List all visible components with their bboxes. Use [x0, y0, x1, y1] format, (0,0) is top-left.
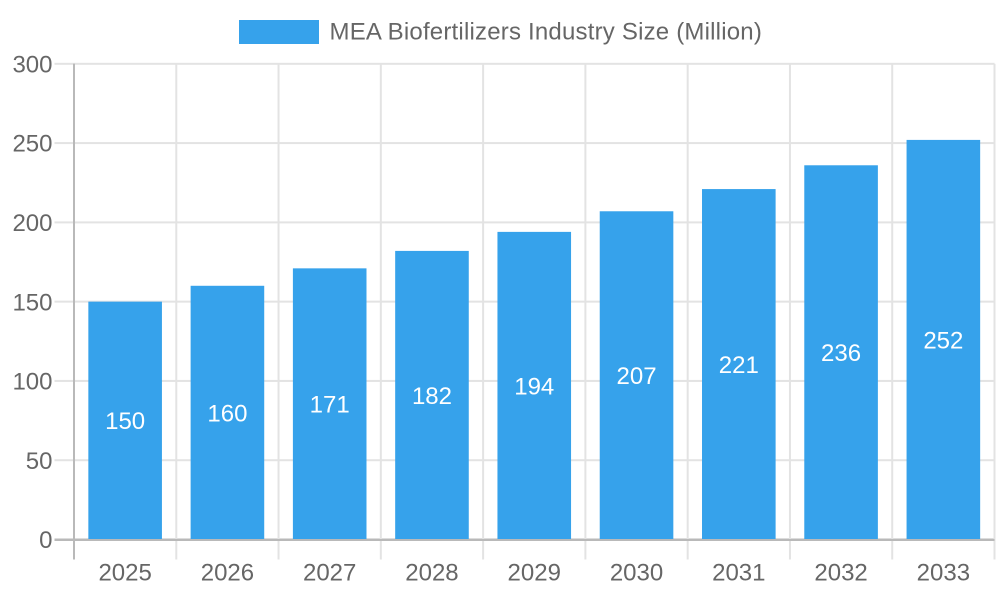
svg-text:100: 100 [12, 369, 52, 396]
svg-text:2031: 2031 [712, 560, 765, 587]
svg-text:2025: 2025 [98, 560, 151, 587]
svg-text:160: 160 [207, 400, 247, 427]
svg-text:MEA Biofertilizers Industry Si: MEA Biofertilizers Industry Size (Millio… [330, 19, 763, 46]
svg-text:171: 171 [310, 392, 350, 419]
svg-text:2028: 2028 [405, 560, 458, 587]
svg-text:2029: 2029 [508, 560, 561, 587]
svg-text:252: 252 [923, 327, 963, 354]
svg-text:2032: 2032 [814, 560, 867, 587]
svg-text:250: 250 [12, 131, 52, 158]
svg-text:2026: 2026 [201, 560, 254, 587]
svg-text:50: 50 [26, 448, 53, 475]
svg-text:150: 150 [105, 408, 145, 435]
svg-text:194: 194 [514, 373, 554, 400]
svg-text:300: 300 [12, 51, 52, 78]
svg-text:2033: 2033 [917, 560, 970, 587]
svg-text:221: 221 [719, 352, 759, 379]
svg-text:2027: 2027 [303, 560, 356, 587]
svg-text:2030: 2030 [610, 560, 663, 587]
svg-text:236: 236 [821, 340, 861, 367]
svg-text:0: 0 [39, 527, 52, 554]
svg-text:200: 200 [12, 210, 52, 237]
svg-text:150: 150 [12, 289, 52, 316]
svg-text:182: 182 [412, 383, 452, 410]
svg-text:207: 207 [617, 363, 657, 390]
